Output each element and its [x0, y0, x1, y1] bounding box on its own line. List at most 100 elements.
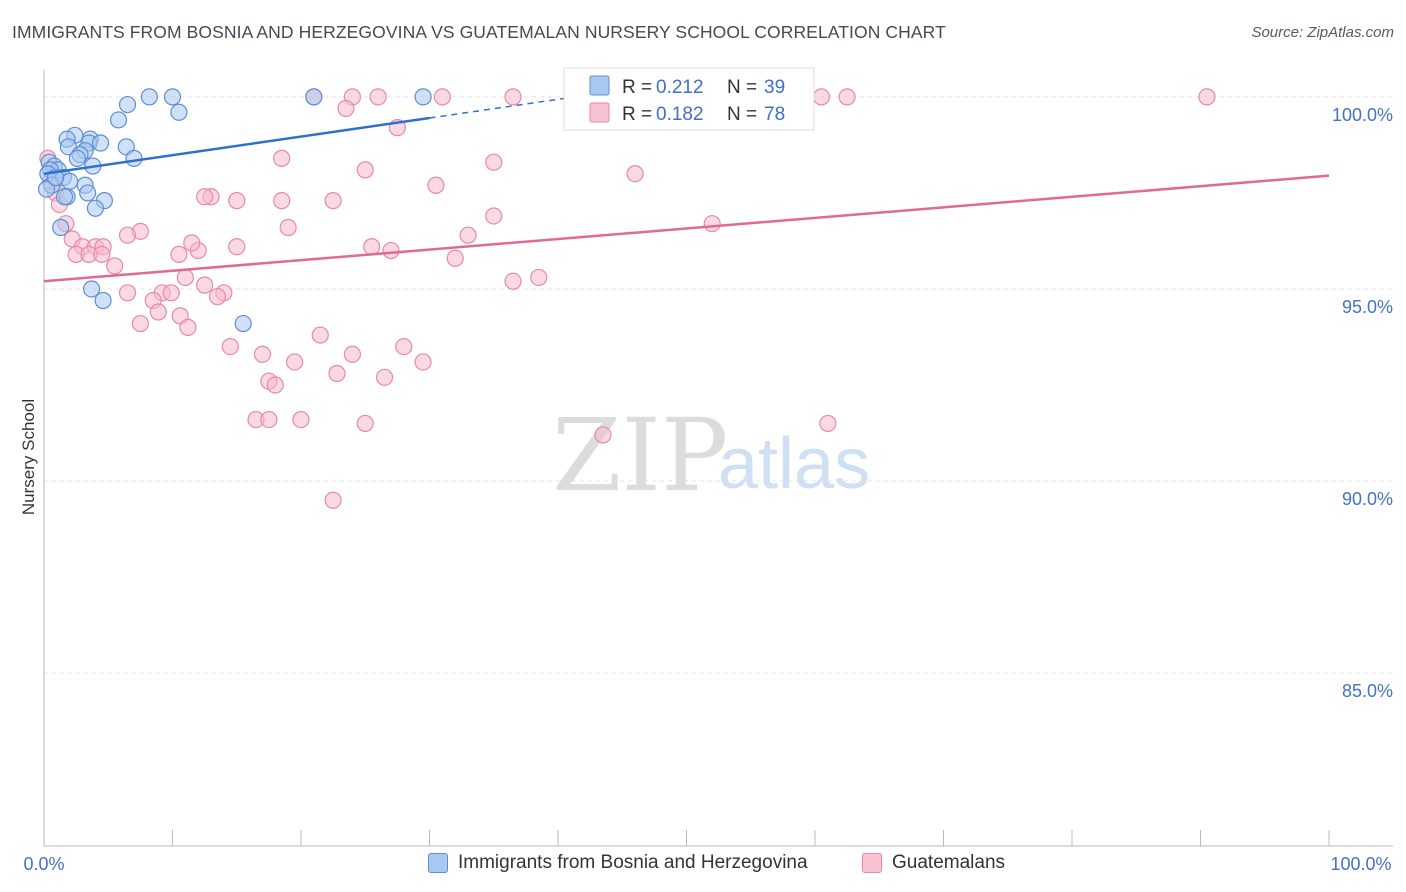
legend-n-label-2: N =: [727, 104, 757, 125]
bottom-legend-swatch-bosnia: [428, 853, 448, 873]
legend-n-label-1: N =: [727, 77, 757, 98]
axes: [43, 70, 1393, 847]
bosnia-point: [61, 172, 79, 191]
bosnia-point: [68, 149, 87, 167]
guatemalans-point: [176, 268, 194, 287]
guatemalans-point: [369, 88, 387, 106]
guatemalans-point: [285, 353, 304, 371]
legend-r-label-2: R =: [622, 104, 652, 125]
guatemalans-point: [812, 88, 831, 106]
legend-swatch-bosnia: [589, 75, 610, 96]
bottom-legend-swatch-guatemalans: [862, 853, 882, 873]
bosnia-point: [82, 280, 101, 298]
guatemalans-point: [459, 226, 477, 244]
legend-r-label-1: R =: [622, 77, 652, 98]
guatemalans-point: [337, 99, 355, 118]
guatemalans-point: [530, 268, 548, 287]
guatemalans-point: [1198, 88, 1216, 106]
bosnia-point: [170, 103, 188, 121]
guatemalans-point: [703, 215, 721, 233]
guatemalans-point: [363, 238, 381, 256]
guatemalans-point: [485, 207, 503, 225]
guatemalans-point: [626, 165, 644, 183]
guatemalans-point: [446, 249, 464, 267]
source-credit: Source: ZipAtlas.com: [1251, 24, 1394, 41]
x-ticks: [43, 830, 1330, 846]
guatemalans-point: [273, 192, 291, 210]
bottom-legend-label-guatemalans: Guatemalans: [892, 852, 1006, 873]
chart-title: IMMIGRANTS FROM BOSNIA AND HERZEGOVINA V…: [12, 22, 946, 42]
guatemalans-point: [253, 345, 272, 363]
guatemalans-point: [266, 376, 284, 394]
bosnia-point: [109, 111, 128, 129]
legend-r-value-1: 0.212: [656, 77, 704, 98]
guatemalans-point: [375, 368, 394, 386]
guatemalans-point: [228, 192, 246, 210]
guatemalans-point: [838, 88, 856, 106]
bosnia-point: [55, 188, 74, 206]
bosnia-point: [118, 95, 137, 114]
guatemalans-point: [395, 337, 413, 356]
bottom-legend-item-guatemalans: Guatemalans: [862, 852, 1005, 874]
guatemalans-point: [273, 149, 291, 167]
bottom-legend: Immigrants from Bosnia and Herzegovina G…: [0, 852, 1406, 878]
bosnia-point: [79, 184, 97, 202]
guatemalans-point: [356, 161, 374, 179]
bosnia-point: [414, 88, 432, 106]
bottom-legend-item-bosnia: Immigrants from Bosnia and Herzegovina: [428, 852, 808, 874]
bosnia-point: [91, 134, 110, 152]
guatemalans-point: [196, 276, 214, 294]
y-tick-label: 90.0%: [1342, 489, 1393, 509]
guatemalans-point: [260, 410, 278, 429]
bosnia-point: [52, 218, 70, 237]
bosnia-point: [86, 199, 105, 217]
guatemalans-point: [356, 414, 374, 433]
x-tick-label-max: 100.0%: [1330, 854, 1391, 874]
guatemalans-point: [279, 218, 297, 237]
guatemalans-point: [382, 241, 400, 260]
guatemalans-points: [39, 88, 1216, 509]
trend-lines: [43, 89, 1330, 283]
guatemalans-point: [118, 226, 137, 244]
guatemalans-point: [504, 272, 522, 290]
guatemalans-trend-line: [43, 174, 1330, 283]
guatemalans-point: [414, 353, 432, 371]
guatemalans-point: [131, 314, 149, 333]
bosnia-point: [140, 88, 158, 106]
guatemalans-point: [196, 188, 214, 206]
bosnia-trend-line: [43, 116, 430, 175]
bosnia-point: [305, 88, 323, 106]
y-tick-label: 100.0%: [1332, 105, 1393, 125]
guatemalans-point: [93, 245, 111, 263]
bottom-legend-label-bosnia: Immigrants from Bosnia and Herzegovina: [458, 852, 808, 873]
bosnia-point: [94, 291, 112, 310]
guatemalans-point: [221, 337, 239, 356]
x-tick-label-min: 0.0%: [23, 854, 64, 874]
guatemalans-point: [118, 284, 137, 302]
guatemalans-point: [504, 88, 522, 106]
bosnia-point: [37, 180, 56, 198]
watermark-atlas: atlas: [718, 424, 870, 504]
watermark-zip: ZIP: [552, 397, 728, 514]
guatemalans-point: [208, 288, 227, 306]
legend-r-value-2: 0.182: [656, 104, 704, 125]
guatemalans-point: [485, 153, 503, 171]
guatemalans-point: [106, 257, 124, 275]
guatemalans-point: [292, 410, 310, 429]
bosnia-point: [234, 314, 252, 333]
guatemalans-point: [311, 326, 329, 344]
guatemalans-point: [149, 303, 167, 321]
watermark: ZIP atlas: [552, 397, 870, 514]
guatemalans-point: [324, 491, 342, 509]
guatemalans-point: [170, 245, 188, 263]
y-axis-label: Nursery School: [19, 399, 38, 515]
legend-n-value-1: 39: [764, 77, 785, 98]
legend-n-value-2: 78: [764, 104, 785, 125]
y-tick-labels: 85.0% 90.0% 95.0% 100.0%: [1332, 105, 1393, 701]
guatemalans-point: [328, 364, 346, 383]
guatemalans-point: [228, 238, 246, 256]
guatemalans-point: [162, 284, 180, 302]
guatemalans-point: [819, 414, 837, 433]
guatemalans-point: [179, 318, 197, 336]
